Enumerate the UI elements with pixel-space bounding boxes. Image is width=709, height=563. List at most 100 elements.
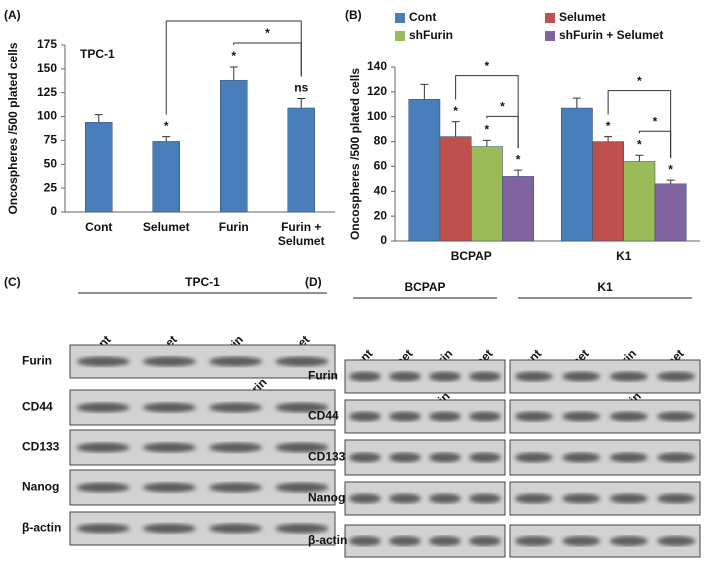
band (429, 411, 461, 422)
band (142, 402, 196, 413)
bar (502, 176, 535, 242)
band (349, 536, 381, 546)
error-bar (297, 97, 306, 108)
panel-label: (A) (4, 8, 21, 22)
band (142, 523, 196, 534)
band (429, 452, 461, 463)
error-bar (514, 169, 523, 177)
y-tick-label: 50 (44, 156, 58, 170)
band (562, 452, 601, 463)
x-tick-label-box: Furin (219, 220, 249, 234)
band (142, 356, 196, 367)
band (469, 536, 501, 546)
band (429, 371, 461, 382)
band (609, 452, 648, 463)
bracket-label: * (500, 100, 505, 114)
error-bar (229, 66, 238, 81)
band (469, 371, 501, 382)
band (275, 482, 329, 493)
band (389, 536, 421, 546)
band (275, 442, 329, 453)
band (657, 371, 696, 382)
bar (592, 141, 624, 242)
band (514, 411, 553, 422)
panel-label: (D) (305, 275, 322, 289)
x-tick-label: BCPAP (450, 249, 492, 263)
group-title: TPC-1 (185, 275, 220, 289)
row-label: CD44 (22, 400, 53, 414)
bracket-label: * (485, 59, 490, 73)
legend-swatch (545, 31, 555, 41)
bar (85, 122, 113, 213)
x-tick-label: Selumet (142, 220, 190, 234)
bar (287, 107, 315, 213)
band (275, 356, 329, 367)
y-axis-title: Oncospheres /500 plated cells (348, 68, 362, 240)
y-tick-label: 120 (367, 84, 387, 98)
bar-annotation: * (164, 119, 169, 133)
band (275, 402, 329, 413)
bracket (638, 130, 672, 159)
y-tick-label: 75 (44, 133, 58, 147)
x-tick-label: Furin + Selumet (277, 220, 325, 248)
bar-annotation: * (516, 152, 521, 166)
band (562, 371, 601, 382)
y-tick-label: 140 (367, 59, 387, 73)
band (609, 411, 648, 422)
error-bar (420, 83, 429, 100)
row-label: Nanog (22, 480, 59, 494)
x-tick-label-box: Cont (85, 220, 112, 234)
band (514, 493, 553, 504)
y-tick-label: 80 (374, 134, 388, 148)
y-tick-label: 175 (37, 37, 57, 51)
panel-label: (C) (4, 275, 21, 289)
error-bar (604, 136, 613, 142)
bracket (455, 75, 519, 149)
row-label: Nanog (308, 491, 345, 505)
band (76, 356, 130, 367)
error-bar (572, 97, 581, 109)
bar-annotation: * (485, 123, 490, 137)
legend-label: shFurin + Selumet (559, 28, 663, 42)
band (609, 536, 648, 546)
band (275, 523, 329, 534)
legend-label: shFurin (409, 28, 453, 42)
y-tick-label: 60 (374, 159, 388, 173)
bracket (486, 115, 519, 149)
error-bar (635, 154, 644, 162)
bar (654, 183, 687, 242)
bar (471, 146, 503, 242)
bar-annotation: * (606, 119, 611, 133)
band (142, 482, 196, 493)
y-tick-label: 150 (37, 61, 57, 75)
band (514, 452, 553, 463)
x-tick-label-box: K1 (616, 249, 631, 263)
bar-annotation: ns (294, 81, 308, 95)
band (389, 493, 421, 504)
band (389, 452, 421, 463)
bar (408, 99, 441, 242)
band (657, 493, 696, 504)
x-tick-label-box: BCPAP (450, 249, 492, 263)
band (657, 411, 696, 422)
band (514, 371, 553, 382)
band (609, 371, 648, 382)
error-bar (94, 114, 103, 123)
band (209, 402, 263, 413)
y-tick-label: 25 (44, 180, 58, 194)
bracket-label: * (653, 114, 658, 128)
band (657, 536, 696, 546)
annotation: TPC-1 (80, 47, 115, 61)
bar (560, 107, 593, 242)
error-bar (666, 179, 675, 184)
row-label: β-actin (22, 521, 61, 535)
band (76, 482, 130, 493)
band (76, 442, 130, 453)
bar (220, 80, 248, 213)
band (349, 371, 381, 382)
band (349, 493, 381, 504)
row-label: CD133 (308, 450, 346, 464)
band (389, 411, 421, 422)
group-title: BCPAP (404, 280, 445, 294)
band (562, 411, 601, 422)
